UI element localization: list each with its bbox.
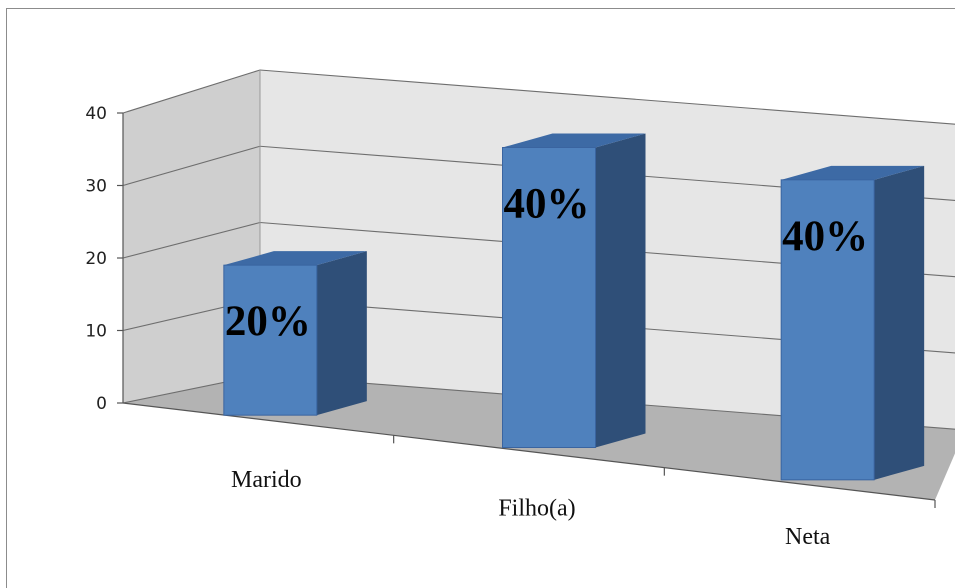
bar-top-face xyxy=(781,165,925,180)
data-label: 40% xyxy=(504,181,590,228)
bar-neta xyxy=(780,165,925,481)
y-tick-label: 40 xyxy=(85,104,107,124)
x-axis-line xyxy=(122,402,936,501)
bar-marido xyxy=(223,251,367,416)
y-tick-label: 10 xyxy=(85,322,107,342)
chart-labels: 20% Marido 40% Filho(a) 40% Neta xyxy=(225,181,868,550)
data-label: 40% xyxy=(782,213,868,260)
bar-front-face xyxy=(780,179,875,481)
chart-axes: 0 10 20 30 40 xyxy=(85,104,936,508)
y-tick-label: 30 xyxy=(85,177,107,197)
x-category-label: Marido xyxy=(231,467,302,493)
data-label: 20% xyxy=(225,298,311,345)
x-category-label: Filho(a) xyxy=(498,496,575,522)
y-tick-label: 20 xyxy=(85,249,107,269)
bar-filhoa xyxy=(502,133,646,448)
bar-front-face xyxy=(223,264,318,416)
bar-side-face xyxy=(874,165,925,480)
chart-bars xyxy=(223,133,925,481)
y-tick-label: 0 xyxy=(96,394,107,414)
bar-top-face xyxy=(223,251,367,266)
bar-side-face xyxy=(316,251,367,416)
bar-top-face xyxy=(502,133,646,148)
x-category-label: Neta xyxy=(785,524,831,550)
bar-side-face xyxy=(595,133,646,448)
chart-frame xyxy=(6,8,955,588)
bar-front-face xyxy=(502,147,596,448)
